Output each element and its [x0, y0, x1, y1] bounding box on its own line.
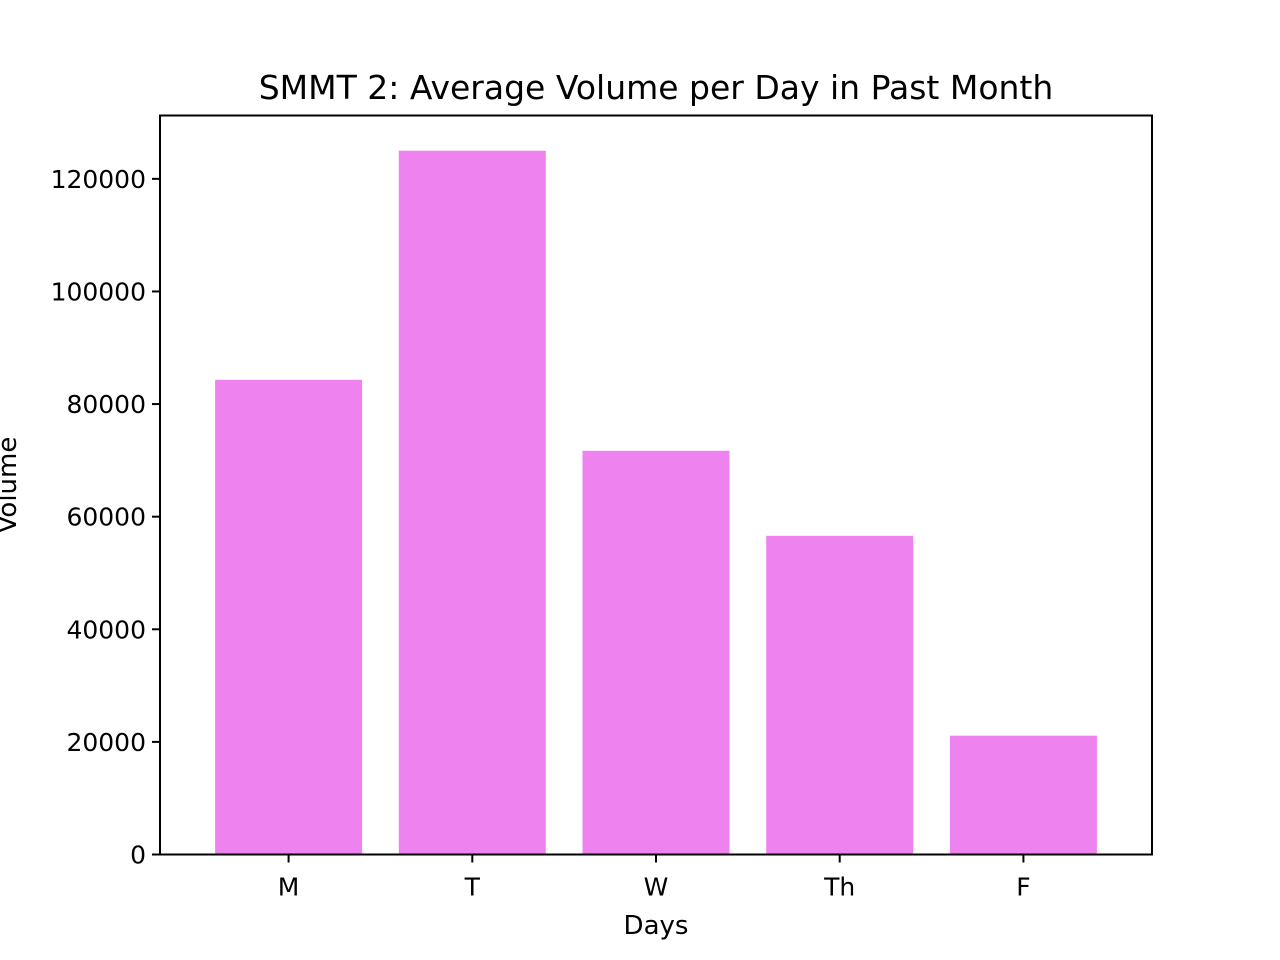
bar-f [949, 735, 1097, 855]
x-tick-label: W [644, 873, 669, 902]
y-tick-label: 120000 [51, 165, 146, 194]
bar-w [582, 450, 730, 855]
y-tick-label: 100000 [51, 277, 146, 306]
y-axis: 0 20000 40000 60000 80000 100000 120000 [51, 165, 160, 870]
y-tick-label: 40000 [66, 615, 146, 644]
x-tick-label: Th [823, 873, 855, 902]
x-tick-label: F [1016, 873, 1030, 902]
bar-m [215, 379, 363, 855]
y-tick-label: 0 [130, 841, 146, 870]
x-tick-label: T [464, 873, 481, 902]
y-tick-label: 20000 [66, 728, 146, 757]
y-tick-label: 80000 [66, 390, 146, 419]
bar-t [398, 150, 546, 855]
x-tick-label: M [278, 873, 300, 902]
chart-title: SMMT 2: Average Volume per Day in Past M… [259, 68, 1054, 107]
bar-th [766, 535, 914, 855]
x-axis: M T W Th F [278, 854, 1031, 902]
x-axis-label: Days [624, 911, 689, 941]
y-tick-label: 60000 [66, 503, 146, 532]
y-axis-label: Volume [0, 437, 23, 534]
bars-layer [215, 150, 1097, 855]
